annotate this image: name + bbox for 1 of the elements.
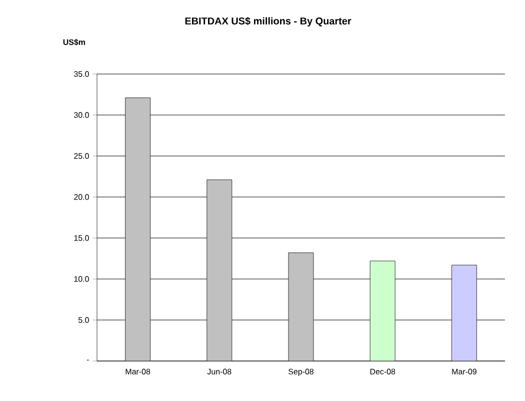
chart-title: EBITDAX US$ millions - By Quarter <box>185 17 352 26</box>
